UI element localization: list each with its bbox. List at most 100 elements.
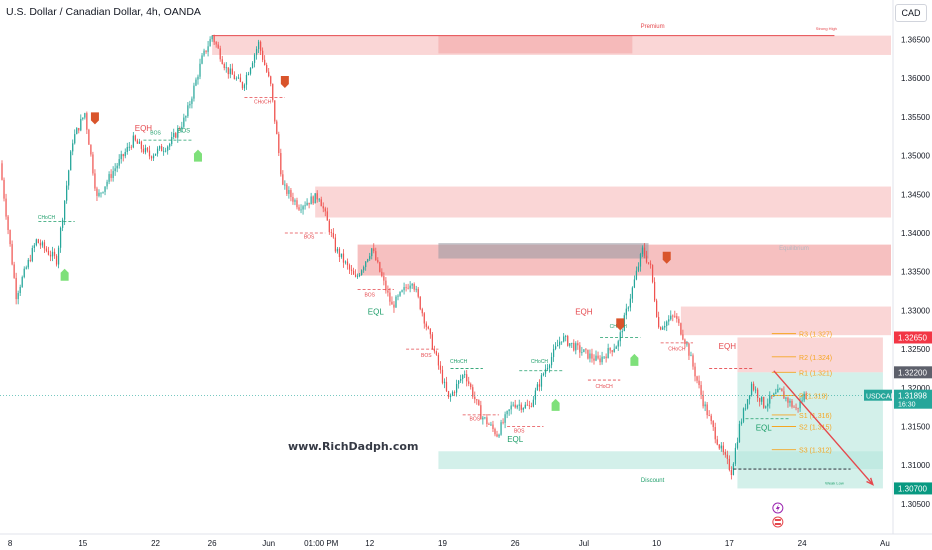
candle [516, 405, 518, 408]
candle [805, 393, 807, 400]
candle [718, 444, 720, 449]
candle [332, 232, 334, 238]
candle [27, 259, 29, 268]
currency-button[interactable]: CAD [895, 4, 927, 22]
candle [411, 284, 413, 286]
candle [399, 291, 401, 296]
zone-supply [680, 306, 891, 336]
annotation-bos: BOS [470, 416, 481, 422]
time-tick-label: 24 [798, 539, 807, 548]
candle [371, 248, 373, 257]
candle [421, 309, 423, 314]
candle [219, 48, 221, 60]
us-flag-icon[interactable] [772, 516, 784, 528]
candle [389, 292, 391, 302]
candle [484, 417, 486, 419]
candle [480, 405, 482, 420]
candle [552, 348, 555, 358]
candle [451, 391, 454, 396]
candle [556, 345, 559, 347]
candle [223, 63, 225, 68]
candle [249, 67, 252, 74]
candle [171, 136, 173, 145]
candle [599, 358, 601, 363]
candle [207, 46, 209, 52]
annotation-bos: BOS [514, 429, 525, 435]
candle [559, 341, 561, 346]
zone-label: Premium [641, 24, 665, 30]
candle [98, 192, 100, 196]
candle [76, 128, 78, 135]
candle [629, 298, 631, 308]
zone-supply [315, 186, 892, 218]
candle [152, 155, 155, 159]
candle [504, 414, 506, 423]
candle [156, 148, 159, 154]
candle [435, 351, 438, 355]
candle [342, 253, 345, 263]
candle [294, 200, 296, 202]
candle [136, 140, 138, 144]
chart-title: U.S. Dollar / Canadian Dollar, 4h, OANDA [6, 6, 201, 18]
price-tag-label: 1.32650 [898, 333, 927, 342]
candle [338, 248, 341, 257]
candle [237, 77, 240, 79]
candle [447, 390, 450, 398]
zone-label: Weak Low [825, 481, 844, 486]
time-tick-label: Jun [262, 539, 275, 548]
candle [775, 392, 777, 394]
candle [403, 287, 405, 291]
candle [427, 326, 429, 329]
candle [508, 409, 510, 412]
us-flag-stripe-icon [774, 523, 781, 525]
candle [86, 113, 88, 130]
candle [460, 379, 462, 381]
price-tick-label: 1.35500 [901, 113, 930, 122]
candle [536, 384, 539, 391]
candle [106, 181, 108, 187]
candle [468, 381, 470, 384]
candle [90, 144, 92, 155]
candle [708, 415, 710, 416]
candle [57, 247, 60, 265]
sell-signal-icon [280, 76, 289, 89]
candle [688, 343, 690, 356]
candle [191, 98, 193, 104]
candle [110, 174, 112, 178]
candle [577, 343, 579, 346]
candle [268, 71, 270, 77]
price-tick-label: 1.36000 [901, 74, 930, 83]
candle [233, 74, 235, 80]
candle [334, 237, 337, 252]
candle [625, 308, 627, 316]
candle [270, 76, 272, 84]
candle [550, 357, 553, 366]
candle [615, 346, 617, 349]
candle [377, 260, 379, 263]
candle [748, 395, 751, 400]
candle [118, 159, 120, 166]
candle [716, 439, 718, 445]
candle [128, 146, 130, 148]
candle [189, 103, 191, 106]
candle [264, 59, 266, 66]
annotation-choch: CHoCH [595, 384, 613, 390]
candle [419, 296, 421, 310]
candle [150, 156, 153, 159]
candle [167, 146, 169, 151]
candle [423, 313, 425, 324]
candle [668, 319, 670, 322]
candle [554, 346, 557, 349]
buy-signal-icon [193, 149, 202, 162]
annotation-choch: CHoCH [254, 100, 272, 106]
annotation-eqh: EQH [575, 307, 593, 316]
candle [759, 397, 761, 402]
candle [763, 396, 765, 408]
candle [587, 349, 589, 359]
forecast-arrow-head [866, 477, 874, 486]
candle [19, 286, 21, 294]
candle [563, 336, 565, 342]
price-tag-label: 1.32200 [898, 368, 927, 377]
candle [29, 259, 31, 261]
